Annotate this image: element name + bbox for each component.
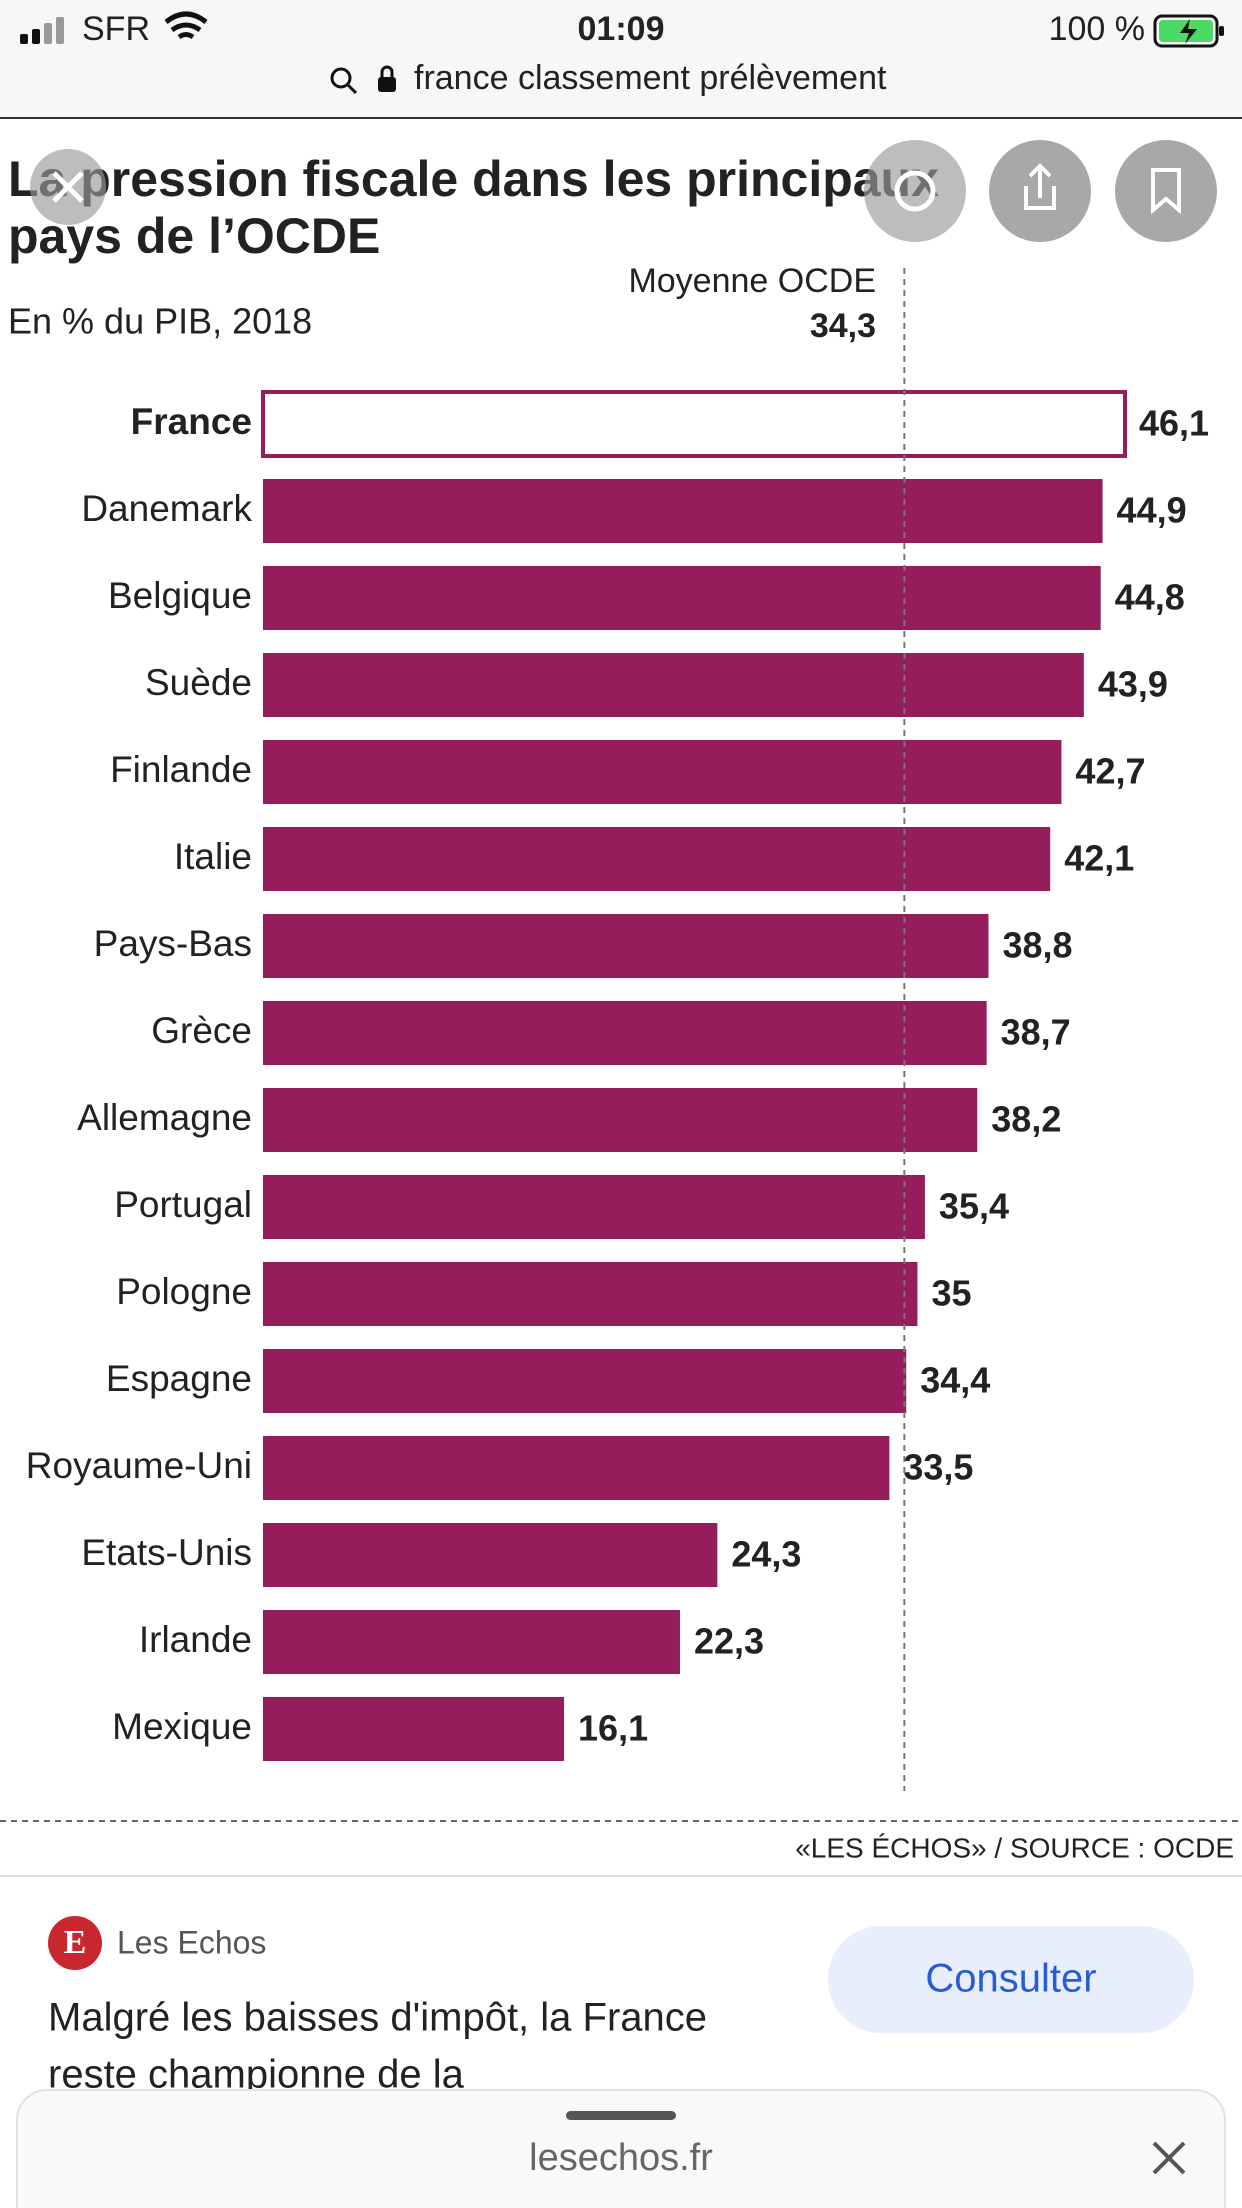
wifi-icon <box>164 11 208 40</box>
category-label: Italie <box>174 836 252 877</box>
value-label: 34,4 <box>920 1360 990 1401</box>
bar <box>263 1175 925 1239</box>
sheet-handle[interactable] <box>566 2111 676 2120</box>
category-label: Grèce <box>151 1010 252 1051</box>
share-button[interactable] <box>989 140 1091 242</box>
consult-button-label[interactable]: Consulter <box>925 1957 1096 2001</box>
reference-label: Moyenne OCDE <box>628 262 876 300</box>
url-icons <box>330 65 396 95</box>
value-label: 22,3 <box>694 1621 764 1662</box>
sheet-domain: lesechos.fr <box>529 2137 713 2179</box>
category-label: Belgique <box>108 575 252 616</box>
plot: France 46,1 Danemark 44,9 Belgique 44,8 Suède 4… <box>26 268 1209 1791</box>
value-label: 33,5 <box>903 1447 973 1488</box>
battery-level: 100 % <box>1049 10 1145 48</box>
value-label: 46,1 <box>1139 403 1209 444</box>
value-label: 42,7 <box>1075 751 1145 792</box>
value-label: 43,9 <box>1098 664 1168 705</box>
bookmark-button[interactable] <box>1115 140 1217 242</box>
category-label: Allemagne <box>77 1097 252 1138</box>
clock: 01:09 <box>578 10 665 48</box>
value-label: 38,2 <box>991 1099 1061 1140</box>
signal-icon <box>20 17 64 44</box>
value-label: 38,7 <box>1001 1012 1071 1053</box>
category-label: Irlande <box>139 1619 252 1660</box>
category-label: Pays-Bas <box>94 923 252 964</box>
value-label: 35,4 <box>939 1186 1009 1227</box>
value-label: 44,9 <box>1117 490 1187 531</box>
value-label: 24,3 <box>731 1534 801 1575</box>
bar <box>263 740 1062 804</box>
close-overlay-button[interactable] <box>30 149 106 225</box>
headline: Malgré les baisses d'impôt, la France <box>48 1996 707 2040</box>
bar <box>263 1697 565 1761</box>
category-label: Royaume-Uni <box>26 1445 252 1486</box>
consult-button[interactable] <box>828 1926 1194 2033</box>
bar <box>263 1001 987 1065</box>
category-label: Finlande <box>110 749 252 790</box>
category-label: Danemark <box>81 488 252 529</box>
bar <box>263 1262 918 1326</box>
value-label: 16,1 <box>578 1708 648 1749</box>
bar <box>263 1610 680 1674</box>
reference-value-label: 34,3 <box>810 307 876 345</box>
category-label: Pologne <box>116 1271 252 1312</box>
bar <box>263 1523 718 1587</box>
value-label: 44,8 <box>1115 577 1185 618</box>
bar <box>261 390 1127 458</box>
publisher-name: Les Echos <box>117 1924 266 1960</box>
value-label: 35 <box>931 1273 971 1314</box>
publisher-logo-letter: E <box>64 1924 87 1961</box>
value-label: 42,1 <box>1064 838 1134 879</box>
chart-source: «LES ÉCHOS» / SOURCE : OCDE <box>795 1832 1234 1863</box>
bar <box>263 1088 978 1152</box>
chart-title: La pression fiscale dans les principaux <box>8 151 939 207</box>
bar <box>263 914 989 978</box>
category-label: Mexique <box>112 1706 252 1747</box>
bar <box>263 1436 890 1500</box>
category-label: Espagne <box>106 1358 252 1399</box>
bar <box>263 1349 907 1413</box>
category-label: Suède <box>145 662 252 703</box>
category-label: Portugal <box>114 1184 252 1225</box>
category-label: France <box>131 401 252 442</box>
lens-button[interactable] <box>864 140 966 242</box>
carrier: SFR <box>82 10 150 48</box>
bar <box>263 566 1101 630</box>
value-label: 38,8 <box>1003 925 1073 966</box>
sheet-close-button[interactable] <box>1152 2141 1186 2175</box>
bar <box>263 653 1084 717</box>
bottom-sheet <box>16 2089 1226 2208</box>
url-text[interactable]: france classement prélèvement <box>414 59 887 97</box>
category-label: Etats-Unis <box>81 1532 252 1573</box>
publisher-logo <box>48 1916 102 1970</box>
bar <box>263 827 1051 891</box>
battery-icon <box>1153 14 1224 48</box>
chart-subtitle: En % du PIB, 2018 <box>8 301 312 342</box>
bar <box>263 479 1103 543</box>
